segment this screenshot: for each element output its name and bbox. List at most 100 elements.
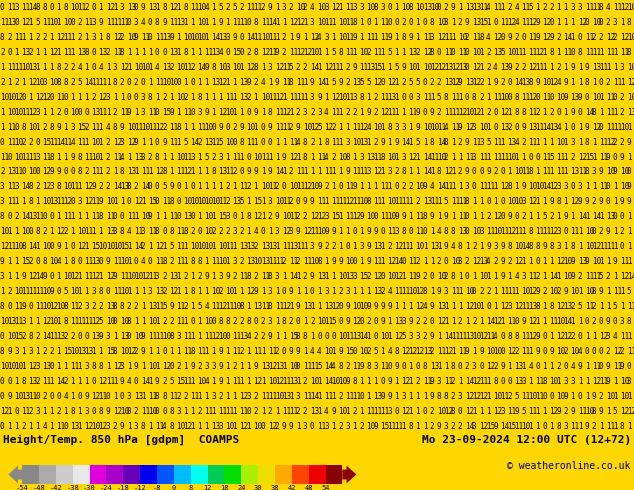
Text: 1: 1 bbox=[233, 182, 237, 192]
Text: 2: 2 bbox=[606, 272, 611, 281]
Text: 14: 14 bbox=[21, 212, 30, 221]
Text: 1: 1 bbox=[535, 317, 540, 326]
Text: 10: 10 bbox=[620, 377, 629, 386]
Text: 3: 3 bbox=[226, 63, 230, 72]
Text: 0: 0 bbox=[550, 18, 554, 27]
Text: 4: 4 bbox=[204, 302, 209, 311]
Text: 1: 1 bbox=[451, 317, 455, 326]
Text: 9: 9 bbox=[296, 122, 301, 132]
Text: 2: 2 bbox=[416, 48, 420, 57]
Text: 2: 2 bbox=[42, 347, 47, 356]
Text: 1: 1 bbox=[394, 93, 399, 102]
Text: 9: 9 bbox=[564, 212, 568, 221]
Text: 1: 1 bbox=[550, 138, 554, 147]
Text: 1: 1 bbox=[197, 212, 202, 221]
Text: 0: 0 bbox=[70, 197, 75, 206]
Text: 1: 1 bbox=[423, 257, 427, 266]
Text: Mo 23-09-2024 12:00 UTC (12+72): Mo 23-09-2024 12:00 UTC (12+72) bbox=[422, 435, 631, 445]
Text: 12: 12 bbox=[127, 347, 136, 356]
Text: 11: 11 bbox=[70, 182, 80, 192]
Text: 1: 1 bbox=[338, 242, 343, 251]
Text: 15: 15 bbox=[380, 422, 390, 431]
Text: 2: 2 bbox=[444, 3, 448, 12]
Text: 11: 11 bbox=[70, 317, 80, 326]
Text: 1: 1 bbox=[141, 287, 146, 296]
Text: 8: 8 bbox=[99, 362, 103, 371]
Text: 13: 13 bbox=[521, 78, 531, 87]
Text: 1: 1 bbox=[169, 93, 174, 102]
Text: 1: 1 bbox=[451, 347, 455, 356]
Text: 12: 12 bbox=[162, 362, 171, 371]
Text: 1: 1 bbox=[416, 33, 420, 42]
Text: 15: 15 bbox=[106, 347, 115, 356]
Text: 1: 1 bbox=[254, 138, 258, 147]
Text: 10: 10 bbox=[338, 332, 347, 341]
Text: 10: 10 bbox=[472, 302, 481, 311]
Text: 5: 5 bbox=[99, 317, 103, 326]
Text: 10: 10 bbox=[49, 257, 58, 266]
Text: 10: 10 bbox=[190, 242, 200, 251]
Text: 4: 4 bbox=[514, 272, 519, 281]
Text: 0: 0 bbox=[190, 212, 195, 221]
Text: 1: 1 bbox=[84, 377, 89, 386]
Text: 12: 12 bbox=[91, 272, 101, 281]
Text: 0: 0 bbox=[127, 93, 131, 102]
Text: 1: 1 bbox=[592, 138, 597, 147]
Text: 1: 1 bbox=[557, 272, 561, 281]
Text: 0: 0 bbox=[380, 78, 385, 87]
Text: 0: 0 bbox=[233, 212, 237, 221]
Text: 11: 11 bbox=[493, 138, 502, 147]
Text: 11: 11 bbox=[521, 392, 531, 401]
Text: 12: 12 bbox=[289, 18, 298, 27]
Text: 0: 0 bbox=[70, 18, 75, 27]
Text: 5: 5 bbox=[598, 272, 604, 281]
Text: 12: 12 bbox=[500, 302, 509, 311]
Text: 0: 0 bbox=[387, 3, 392, 12]
Text: 1: 1 bbox=[281, 332, 287, 341]
Text: 4: 4 bbox=[528, 362, 533, 371]
Text: 10: 10 bbox=[437, 272, 446, 281]
Text: 3: 3 bbox=[141, 227, 146, 236]
Text: 0: 0 bbox=[353, 227, 357, 236]
Text: 1: 1 bbox=[183, 18, 188, 27]
Text: 1: 1 bbox=[528, 347, 533, 356]
Text: 0: 0 bbox=[416, 362, 420, 371]
Text: 11: 11 bbox=[528, 407, 538, 416]
Text: 2: 2 bbox=[324, 182, 328, 192]
Text: 12: 12 bbox=[401, 407, 411, 416]
Text: 3: 3 bbox=[507, 302, 512, 311]
Text: 11: 11 bbox=[493, 93, 502, 102]
Text: 2: 2 bbox=[550, 3, 554, 12]
Text: 4: 4 bbox=[261, 78, 265, 87]
Text: 0: 0 bbox=[458, 362, 463, 371]
Text: 13: 13 bbox=[472, 3, 481, 12]
Text: 1: 1 bbox=[226, 257, 230, 266]
Text: 13: 13 bbox=[211, 422, 221, 431]
Text: 14: 14 bbox=[564, 33, 573, 42]
Text: 0: 0 bbox=[63, 108, 68, 117]
Text: 2: 2 bbox=[507, 122, 512, 132]
Text: 12: 12 bbox=[493, 33, 502, 42]
Text: 8: 8 bbox=[190, 257, 195, 266]
Text: 2: 2 bbox=[84, 122, 89, 132]
Text: 3: 3 bbox=[472, 422, 477, 431]
Text: 9: 9 bbox=[7, 392, 11, 401]
Text: 2: 2 bbox=[479, 287, 484, 296]
Text: 9: 9 bbox=[578, 197, 582, 206]
Text: 1: 1 bbox=[42, 407, 47, 416]
Text: 10: 10 bbox=[218, 242, 228, 251]
Text: 10: 10 bbox=[606, 392, 615, 401]
Text: 1: 1 bbox=[99, 138, 103, 147]
Text: 11: 11 bbox=[310, 227, 319, 236]
Text: 1: 1 bbox=[408, 168, 413, 176]
Text: 0: 0 bbox=[247, 108, 251, 117]
Text: 11: 11 bbox=[606, 108, 615, 117]
Text: 11: 11 bbox=[500, 152, 509, 162]
Text: 0: 0 bbox=[120, 392, 124, 401]
Text: 10: 10 bbox=[56, 302, 65, 311]
Text: 2: 2 bbox=[550, 108, 554, 117]
Text: 13: 13 bbox=[317, 272, 327, 281]
Text: 0: 0 bbox=[598, 18, 604, 27]
Text: 11: 11 bbox=[528, 138, 538, 147]
Text: 11: 11 bbox=[21, 108, 30, 117]
